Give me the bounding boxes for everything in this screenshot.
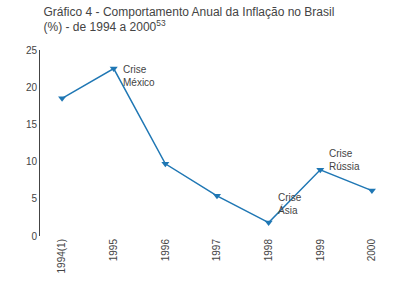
svg-text:CriseÁsia: CriseÁsia	[278, 192, 302, 216]
svg-text:25: 25	[26, 45, 38, 56]
svg-text:CriseRússia: CriseRússia	[329, 148, 360, 172]
svg-text:CriseMéxico: CriseMéxico	[123, 64, 155, 88]
svg-text:1998: 1998	[263, 239, 274, 262]
svg-text:15: 15	[26, 119, 38, 130]
svg-text:1997: 1997	[211, 239, 222, 262]
svg-text:5: 5	[31, 193, 37, 204]
svg-text:2000: 2000	[366, 239, 377, 262]
svg-text:1999: 1999	[315, 239, 326, 262]
svg-text:Gráfico 4 - Comportamento Anua: Gráfico 4 - Comportamento Anual da Infla…	[44, 5, 335, 35]
svg-text:1995: 1995	[108, 239, 119, 262]
svg-text:1996: 1996	[160, 239, 171, 262]
svg-text:1994(1): 1994(1)	[56, 239, 67, 273]
svg-text:20: 20	[26, 82, 38, 93]
svg-text:0: 0	[31, 231, 37, 242]
svg-text:10: 10	[26, 156, 38, 167]
